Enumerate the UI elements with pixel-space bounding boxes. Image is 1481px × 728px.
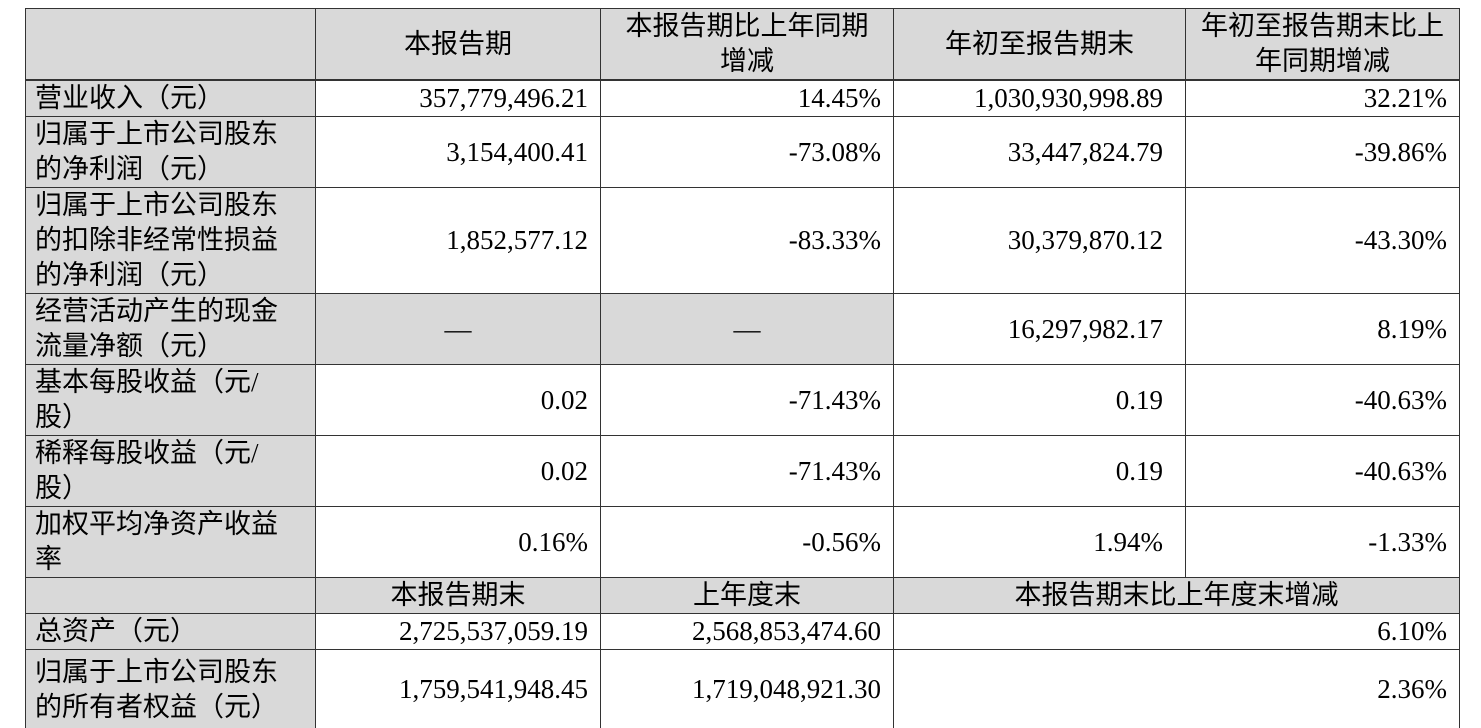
cell-value: 0.19 bbox=[893, 364, 1186, 436]
financial-summary-table: 本报告期 本报告期比上年同期增减 年初至报告期末 年初至报告期末比上年同期增减 … bbox=[25, 8, 1460, 728]
header-row-period: 本报告期 本报告期比上年同期增减 年初至报告期末 年初至报告期末比上年同期增减 bbox=[25, 8, 1460, 81]
cell-dash: — bbox=[600, 293, 894, 365]
row-label: 总资产（元） bbox=[25, 613, 316, 650]
cell-value: 6.10% bbox=[893, 613, 1460, 650]
cell-value: 2,568,853,474.60 bbox=[600, 613, 894, 650]
cell-value: -71.43% bbox=[600, 435, 894, 507]
cell-value: 14.45% bbox=[600, 79, 894, 117]
cell-value: -71.43% bbox=[600, 364, 894, 436]
cell-value: 32.21% bbox=[1185, 79, 1460, 117]
cell-value: -1.33% bbox=[1185, 506, 1460, 578]
cell-value: 33,447,824.79 bbox=[893, 116, 1186, 188]
table-row-net-profit-excl-nonrecurring: 归属于上市公司股东的扣除非经常性损益的净利润（元） 1,852,577.12 -… bbox=[25, 187, 1460, 294]
column-header-year-to-date: 年初至报告期末 bbox=[893, 8, 1186, 81]
table-row-total-assets: 总资产（元） 2,725,537,059.19 2,568,853,474.60… bbox=[25, 613, 1460, 650]
column-header-year-to-date-yoy-change: 年初至报告期末比上年同期增减 bbox=[1185, 8, 1460, 81]
cell-value: 1,719,048,921.30 bbox=[600, 649, 894, 728]
row-label: 营业收入（元） bbox=[25, 79, 316, 117]
row-label: 归属于上市公司股东的净利润（元） bbox=[25, 116, 316, 188]
table-row-diluted-eps: 稀释每股收益（元/股） 0.02 -71.43% 0.19 -40.63% bbox=[25, 435, 1460, 507]
cell-value: 1,030,930,998.89 bbox=[893, 79, 1186, 117]
cell-value: 0.02 bbox=[315, 435, 601, 507]
cell-value: 16,297,982.17 bbox=[893, 293, 1186, 365]
table-row-operating-cash-flow: 经营活动产生的现金流量净额（元） — — 16,297,982.17 8.19% bbox=[25, 293, 1460, 365]
row-label: 稀释每股收益（元/股） bbox=[25, 435, 316, 507]
cell-value: -83.33% bbox=[600, 187, 894, 294]
cell-value: -73.08% bbox=[600, 116, 894, 188]
table-row-operating-revenue: 营业收入（元） 357,779,496.21 14.45% 1,030,930,… bbox=[25, 79, 1460, 117]
column-header-current-period-yoy-change: 本报告期比上年同期增减 bbox=[600, 8, 894, 81]
cell-value: 3,154,400.41 bbox=[315, 116, 601, 188]
row-label: 经营活动产生的现金流量净额（元） bbox=[25, 293, 316, 365]
column-header-period-end-vs-prior-year-end-change: 本报告期末比上年度末增减 bbox=[893, 577, 1460, 614]
row-label: 加权平均净资产收益率 bbox=[25, 506, 316, 578]
cell-value: 2.36% bbox=[893, 649, 1460, 728]
row-label: 归属于上市公司股东的所有者权益（元） bbox=[25, 649, 316, 728]
cell-value: 0.02 bbox=[315, 364, 601, 436]
cell-value: -40.63% bbox=[1185, 364, 1460, 436]
cell-value: -39.86% bbox=[1185, 116, 1460, 188]
column-header-prior-year-end: 上年度末 bbox=[600, 577, 894, 614]
cell-value: 0.19 bbox=[893, 435, 1186, 507]
cell-value: -43.30% bbox=[1185, 187, 1460, 294]
cell-value: 2,725,537,059.19 bbox=[315, 613, 601, 650]
table-row-net-profit: 归属于上市公司股东的净利润（元） 3,154,400.41 -73.08% 33… bbox=[25, 116, 1460, 188]
column-header-current-period-end: 本报告期末 bbox=[315, 577, 601, 614]
header-row-period-end: 本报告期末 上年度末 本报告期末比上年度末增减 bbox=[25, 577, 1460, 614]
cell-value: 1.94% bbox=[893, 506, 1186, 578]
header-blank bbox=[25, 8, 316, 81]
cell-value: 357,779,496.21 bbox=[315, 79, 601, 117]
cell-value: 1,759,541,948.45 bbox=[315, 649, 601, 728]
table-row-basic-eps: 基本每股收益（元/股） 0.02 -71.43% 0.19 -40.63% bbox=[25, 364, 1460, 436]
row-label: 归属于上市公司股东的扣除非经常性损益的净利润（元） bbox=[25, 187, 316, 294]
cell-value: 1,852,577.12 bbox=[315, 187, 601, 294]
cell-value: -0.56% bbox=[600, 506, 894, 578]
row-label: 基本每股收益（元/股） bbox=[25, 364, 316, 436]
cell-value: 0.16% bbox=[315, 506, 601, 578]
column-header-current-period: 本报告期 bbox=[315, 8, 601, 81]
cell-value: -40.63% bbox=[1185, 435, 1460, 507]
header-blank bbox=[25, 577, 316, 614]
cell-value: 30,379,870.12 bbox=[893, 187, 1186, 294]
table-row-weighted-avg-roe: 加权平均净资产收益率 0.16% -0.56% 1.94% -1.33% bbox=[25, 506, 1460, 578]
cell-value: 8.19% bbox=[1185, 293, 1460, 365]
cell-dash: — bbox=[315, 293, 601, 365]
table-row-equity-attributable-to-shareholders: 归属于上市公司股东的所有者权益（元） 1,759,541,948.45 1,71… bbox=[25, 649, 1460, 728]
